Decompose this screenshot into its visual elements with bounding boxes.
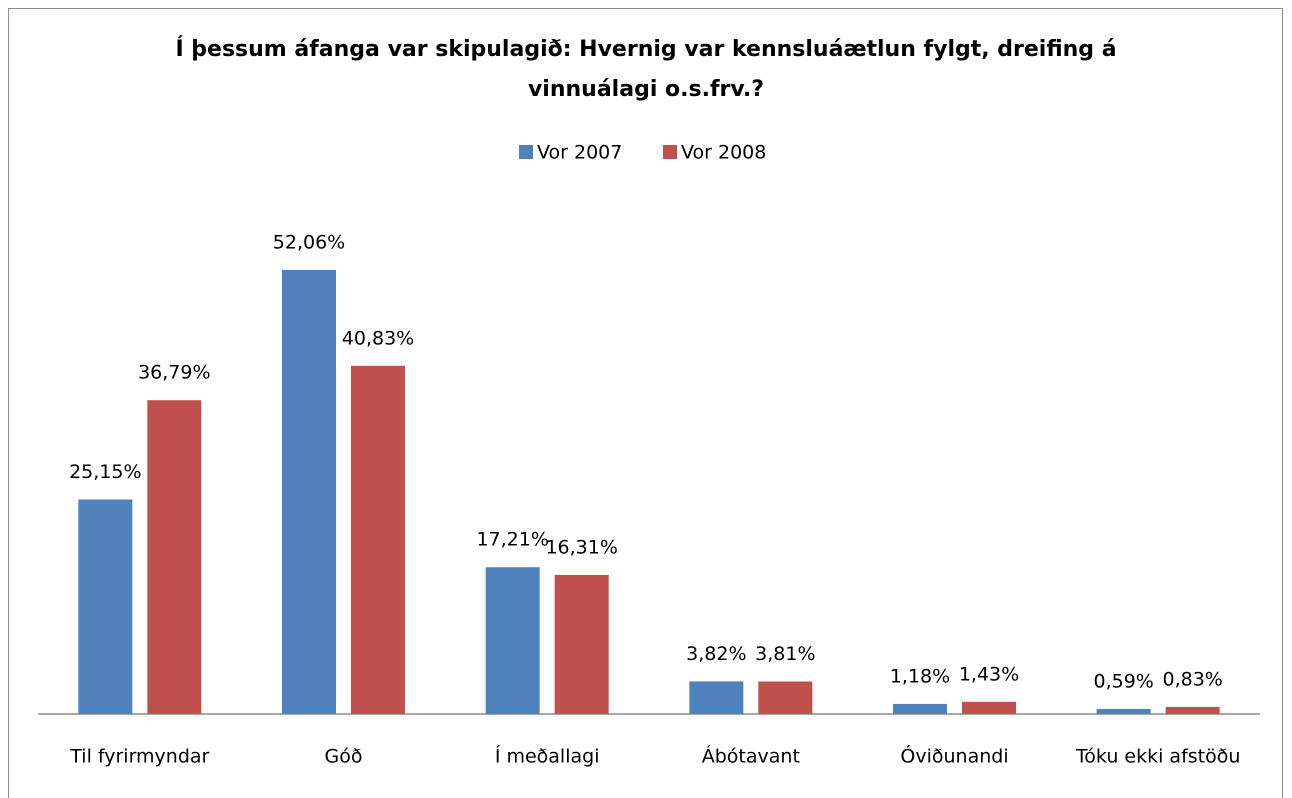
- bar: [485, 567, 540, 714]
- bar: [689, 681, 744, 714]
- legend-swatch: [663, 145, 677, 159]
- data-label: 1,18%: [890, 665, 950, 687]
- data-label: 3,81%: [755, 643, 815, 665]
- bar: [962, 701, 1016, 714]
- bar: [78, 499, 133, 714]
- data-label: 25,15%: [69, 461, 141, 483]
- bar: [758, 681, 813, 714]
- bar: [554, 574, 609, 714]
- data-label: 0,83%: [1162, 668, 1222, 690]
- bar: [282, 270, 336, 714]
- data-label: 1,43%: [959, 663, 1019, 685]
- bar: [351, 365, 405, 714]
- data-label: 3,82%: [686, 643, 746, 665]
- chart-title: Í þessum áfanga var skipulagið: Hvernig …: [175, 37, 1117, 102]
- data-label: 0,59%: [1093, 670, 1153, 692]
- x-tick-label: Ábótavant: [702, 745, 800, 768]
- legend-label: Vor 2007: [537, 142, 622, 164]
- x-tick-label: Tóku ekki afstöðu: [1075, 746, 1241, 768]
- bar: [1165, 706, 1220, 714]
- x-tick-label: Í meðallagi: [495, 745, 600, 768]
- x-tick-label: Óviðunandi: [900, 744, 1008, 768]
- legend-swatch: [519, 145, 533, 159]
- x-tick-label: Góð: [325, 746, 363, 768]
- data-label: 40,83%: [342, 327, 414, 349]
- bar: [147, 400, 202, 714]
- data-label: 16,31%: [545, 536, 617, 558]
- data-label: 36,79%: [138, 362, 210, 384]
- data-label: 17,21%: [476, 529, 548, 551]
- bar: [1096, 708, 1151, 714]
- chart-frame: [8, 8, 1283, 798]
- x-tick-label: Til fyrirmyndar: [69, 746, 209, 768]
- data-label: 52,06%: [273, 232, 345, 254]
- legend-label: Vor 2008: [681, 142, 766, 164]
- bar: [893, 703, 947, 714]
